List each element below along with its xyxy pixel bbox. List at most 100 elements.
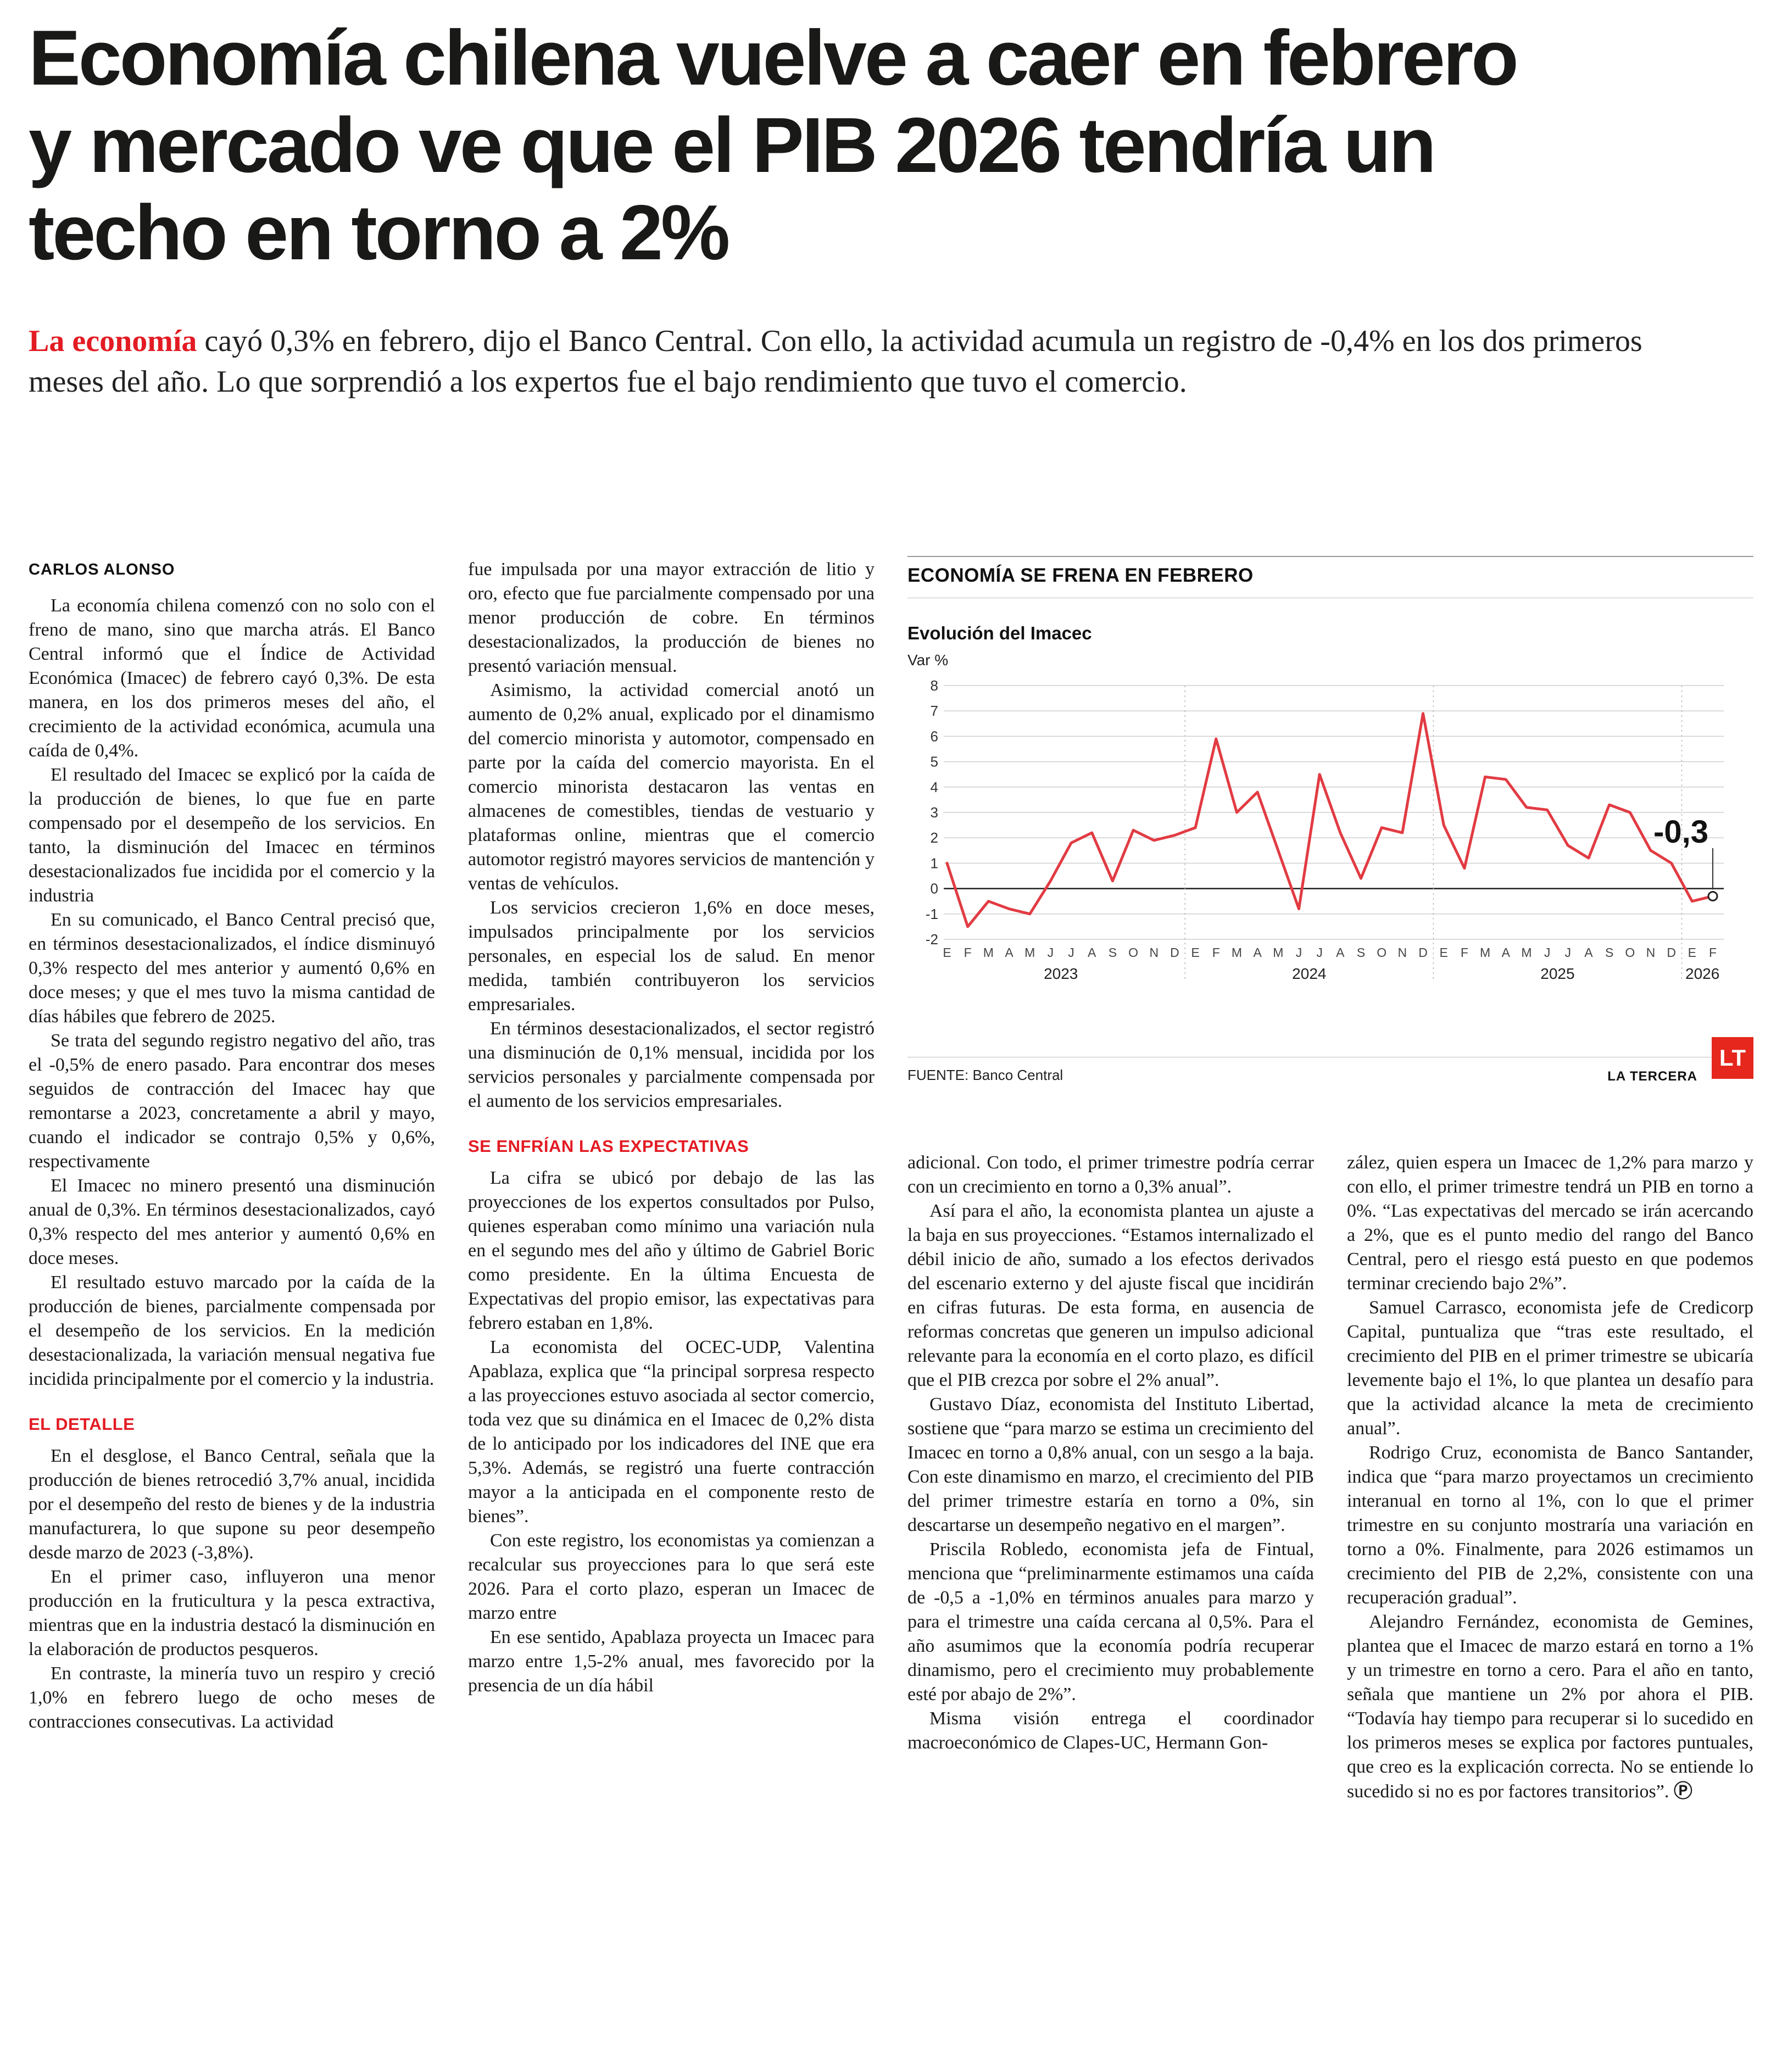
chart-section-title: ECONOMÍA SE FRENA EN FEBRERO <box>907 565 1254 586</box>
paragraph: La cifra se ubicó por debajo de las las … <box>468 1168 875 1333</box>
svg-text:A: A <box>1005 945 1013 960</box>
svg-text:N: N <box>1149 945 1159 960</box>
svg-text:N: N <box>1398 945 1407 960</box>
svg-text:5: 5 <box>931 754 938 770</box>
svg-text:M: M <box>1273 945 1283 960</box>
svg-text:E: E <box>1191 945 1199 960</box>
paragraph: Asimismo, la actividad comercial anotó u… <box>468 680 875 894</box>
paragraph: La economista del OCEC-UDP, Valentina Ap… <box>468 1337 875 1527</box>
article-column-1: CARLOS ALONSO La economía chilena comenz… <box>29 558 435 2072</box>
svg-text:S: S <box>1109 945 1117 960</box>
paragraph: La economía chilena comenzó con no solo … <box>29 595 435 761</box>
svg-text:D: D <box>1418 945 1428 960</box>
article-column-4: zález, quien espera un Imacec de 1,2% pa… <box>1347 1151 1753 2072</box>
svg-text:-0,3: -0,3 <box>1653 814 1708 850</box>
subhead-expectativas: SE ENFRÍAN LAS EXPECTATIVAS <box>468 1137 749 1156</box>
paragraph: Samuel Carrasco, economista jefe de Cred… <box>1347 1297 1753 1439</box>
svg-text:O: O <box>1128 945 1138 960</box>
svg-text:8: 8 <box>931 677 938 694</box>
svg-text:E: E <box>943 945 951 960</box>
article-column-2: fue impulsada por una mayor extracción d… <box>468 558 875 2072</box>
la-tercera-logo: LT <box>1712 1037 1753 1079</box>
svg-text:F: F <box>1212 945 1220 960</box>
svg-text:2024: 2024 <box>1292 965 1326 982</box>
svg-text:S: S <box>1605 945 1613 960</box>
svg-text:J: J <box>1544 945 1551 960</box>
paragraph: Misma visión entrega el coordinador macr… <box>907 1708 1314 1753</box>
divider <box>907 556 1753 557</box>
svg-text:A: A <box>1336 945 1345 960</box>
chart-source: FUENTE: Banco Central <box>907 1067 1063 1083</box>
svg-text:A: A <box>1088 945 1096 960</box>
svg-text:M: M <box>983 945 994 960</box>
svg-text:A: A <box>1584 945 1593 960</box>
svg-text:1: 1 <box>931 855 938 871</box>
paragraph: Priscila Robledo, economista jefa de Fin… <box>907 1539 1314 1705</box>
paragraph: El resultado del Imacec se explicó por l… <box>29 765 435 906</box>
svg-text:3: 3 <box>931 804 938 821</box>
svg-text:S: S <box>1357 945 1365 960</box>
svg-text:O: O <box>1625 945 1635 960</box>
paragraph: Así para el año, la economista plantea u… <box>907 1201 1314 1390</box>
headline-line-1: Economía chilena vuelve a caer en febrer… <box>29 14 1519 102</box>
article-column-3: adicional. Con todo, el primer trimestre… <box>907 1151 1314 2072</box>
lead-paragraph: La economía cayó 0,3% en febrero, dijo e… <box>29 321 1666 403</box>
svg-text:J: J <box>1296 945 1302 960</box>
paragraph: En términos desestacionalizados, el sect… <box>468 1018 875 1111</box>
svg-text:N: N <box>1646 945 1656 960</box>
newspaper-credit: LA TERCERA <box>1607 1069 1697 1084</box>
svg-text:2: 2 <box>931 829 938 846</box>
svg-text:M: M <box>1232 945 1242 960</box>
chart-title: Evolución del Imacec <box>907 623 1092 643</box>
svg-text:2026: 2026 <box>1685 965 1719 982</box>
svg-text:A: A <box>1502 945 1511 960</box>
paragraph: El resultado estuvo marcado por la caída… <box>29 1272 435 1389</box>
paragraph: En ese sentido, Apablaza proyecta un Ima… <box>468 1627 875 1696</box>
paragraph: En el desglose, el Banco Central, señala… <box>29 1446 435 1563</box>
svg-text:O: O <box>1377 945 1386 960</box>
svg-text:D: D <box>1170 945 1179 960</box>
end-mark: Ⓟ <box>1673 1781 1692 1802</box>
svg-text:F: F <box>1709 945 1717 960</box>
svg-text:2025: 2025 <box>1540 965 1574 982</box>
svg-text:D: D <box>1667 945 1676 960</box>
chart-unit-label: Var % <box>907 651 949 669</box>
svg-text:F: F <box>1461 945 1468 960</box>
svg-text:A: A <box>1253 945 1262 960</box>
svg-text:-1: -1 <box>926 906 938 922</box>
svg-text:J: J <box>1565 945 1572 960</box>
headline-line-3: techo en torno a 2% <box>29 189 730 277</box>
svg-text:0: 0 <box>931 881 938 897</box>
svg-text:6: 6 <box>931 728 938 744</box>
paragraph: El Imacec no minero presentó una disminu… <box>29 1176 435 1268</box>
paragraph: Gustavo Díaz, economista del Instituto L… <box>907 1394 1314 1535</box>
svg-text:J: J <box>1048 945 1054 960</box>
paragraph: En el primer caso, influyeron una menor … <box>29 1567 435 1659</box>
svg-text:E: E <box>1440 945 1448 960</box>
paragraph: Los servicios crecieron 1,6% en doce mes… <box>468 898 875 1015</box>
paragraph: En su comunicado, el Banco Central preci… <box>29 910 435 1027</box>
svg-text:M: M <box>1521 945 1532 960</box>
headline-line-2: y mercado ve que el PIB 2026 tendría un <box>29 102 1436 190</box>
svg-text:M: M <box>1480 945 1490 960</box>
svg-text:4: 4 <box>931 779 938 795</box>
svg-text:J: J <box>1068 945 1074 960</box>
byline: CARLOS ALONSO <box>29 561 175 578</box>
paragraph: fue impulsada por una mayor extracción d… <box>468 559 875 676</box>
paragraph: En contraste, la minería tuvo un respiro… <box>29 1663 435 1732</box>
lead-kicker: La economía <box>29 324 197 358</box>
lead-text: cayó 0,3% en febrero, dijo el Banco Cent… <box>29 324 1642 399</box>
svg-text:M: M <box>1024 945 1035 960</box>
svg-text:-2: -2 <box>926 931 938 948</box>
paragraph: Se trata del segundo registro negativo d… <box>29 1031 435 1172</box>
paragraph: Con este registro, los economistas ya co… <box>468 1530 875 1623</box>
paragraph: zález, quien espera un Imacec de 1,2% pa… <box>1347 1152 1753 1294</box>
la-tercera-logo-text: LT <box>1719 1045 1746 1071</box>
paragraph: Rodrigo Cruz, economista de Banco Santan… <box>1347 1442 1753 1608</box>
svg-text:J: J <box>1316 945 1323 960</box>
svg-text:E: E <box>1688 945 1696 960</box>
svg-text:7: 7 <box>931 703 938 719</box>
imacec-infographic: ECONOMÍA SE FRENA EN FEBRERO Evolución d… <box>907 556 1753 1099</box>
